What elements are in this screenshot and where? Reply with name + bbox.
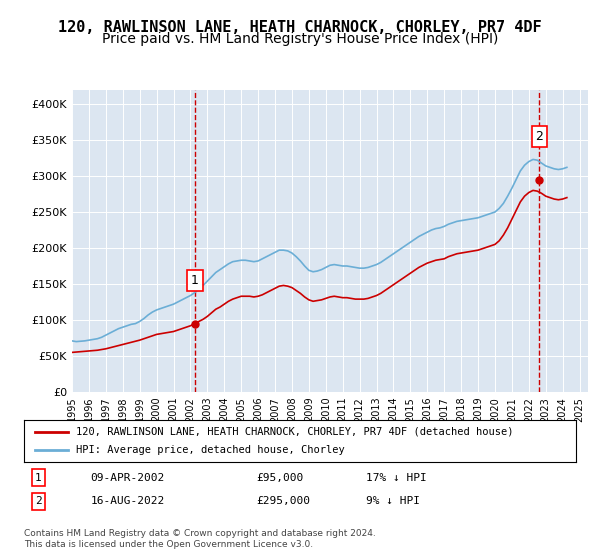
Text: 17% ↓ HPI: 17% ↓ HPI [366,473,427,483]
Text: £295,000: £295,000 [256,496,310,506]
Text: 1: 1 [35,473,42,483]
Text: 2: 2 [35,496,42,506]
Text: 120, RAWLINSON LANE, HEATH CHARNOCK, CHORLEY, PR7 4DF (detached house): 120, RAWLINSON LANE, HEATH CHARNOCK, CHO… [76,427,514,437]
Text: Price paid vs. HM Land Registry's House Price Index (HPI): Price paid vs. HM Land Registry's House … [102,32,498,46]
Text: 16-AUG-2022: 16-AUG-2022 [90,496,164,506]
Text: £95,000: £95,000 [256,473,303,483]
Text: HPI: Average price, detached house, Chorley: HPI: Average price, detached house, Chor… [76,445,345,455]
Text: 09-APR-2002: 09-APR-2002 [90,473,164,483]
Text: 120, RAWLINSON LANE, HEATH CHARNOCK, CHORLEY, PR7 4DF: 120, RAWLINSON LANE, HEATH CHARNOCK, CHO… [58,20,542,35]
Text: 2: 2 [535,130,543,143]
Text: 1: 1 [191,274,199,287]
Text: Contains HM Land Registry data © Crown copyright and database right 2024.
This d: Contains HM Land Registry data © Crown c… [24,529,376,549]
Text: 9% ↓ HPI: 9% ↓ HPI [366,496,420,506]
